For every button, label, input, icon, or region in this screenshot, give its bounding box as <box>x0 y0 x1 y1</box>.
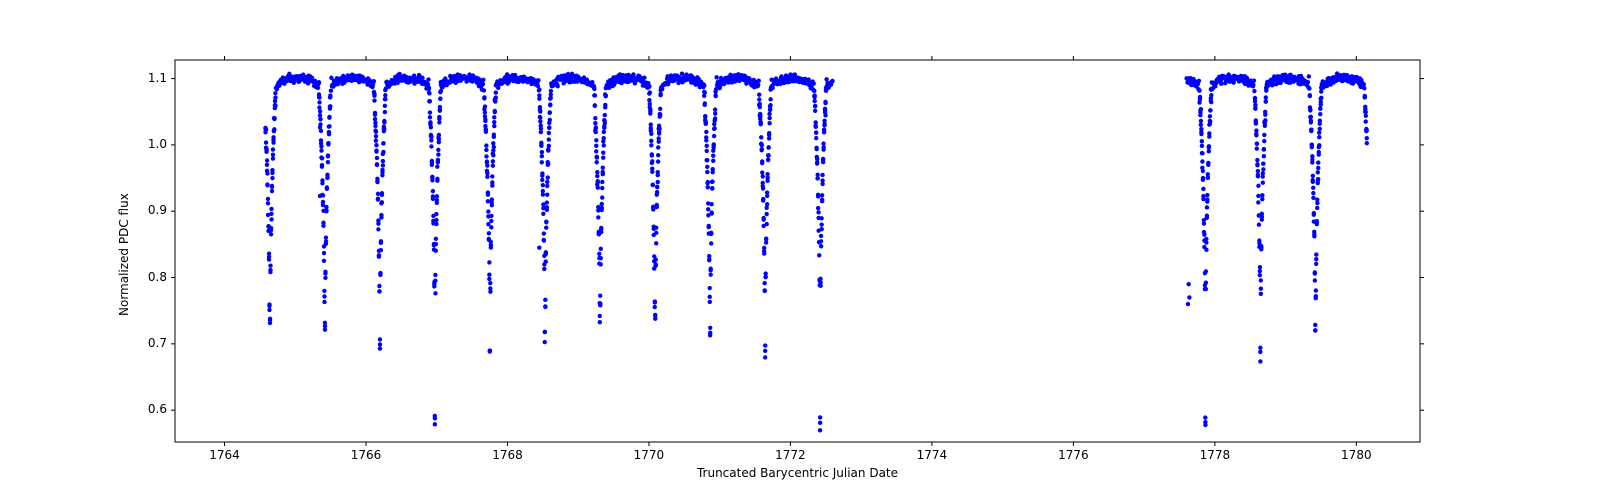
y-tick-label: 1.0 <box>135 137 167 151</box>
x-tick-label: 1764 <box>205 448 245 462</box>
x-tick-label: 1774 <box>912 448 952 462</box>
y-tick-label: 0.9 <box>135 203 167 217</box>
lightcurve-figure: 1764 1766 1768 1770 1772 1774 1776 1778 1780 0.6 0… <box>0 0 1600 500</box>
y-tick-label: 0.7 <box>135 336 167 350</box>
x-tick-label: 1776 <box>1053 448 1093 462</box>
x-tick-label: 1768 <box>487 448 527 462</box>
y-axis-label: Normalized PDC flux <box>117 193 131 316</box>
y-tick-label: 1.1 <box>135 71 167 85</box>
x-tick-label: 1780 <box>1336 448 1376 462</box>
y-tick-label: 0.6 <box>135 402 167 416</box>
x-tick-label: 1778 <box>1195 448 1235 462</box>
x-tick-label: 1770 <box>629 448 669 462</box>
x-tick-label: 1772 <box>770 448 810 462</box>
y-tick-label: 0.8 <box>135 270 167 284</box>
lightcurve-plot <box>0 0 1600 500</box>
x-axis-label: Truncated Barycentric Julian Date <box>688 466 908 480</box>
x-tick-label: 1766 <box>346 448 386 462</box>
